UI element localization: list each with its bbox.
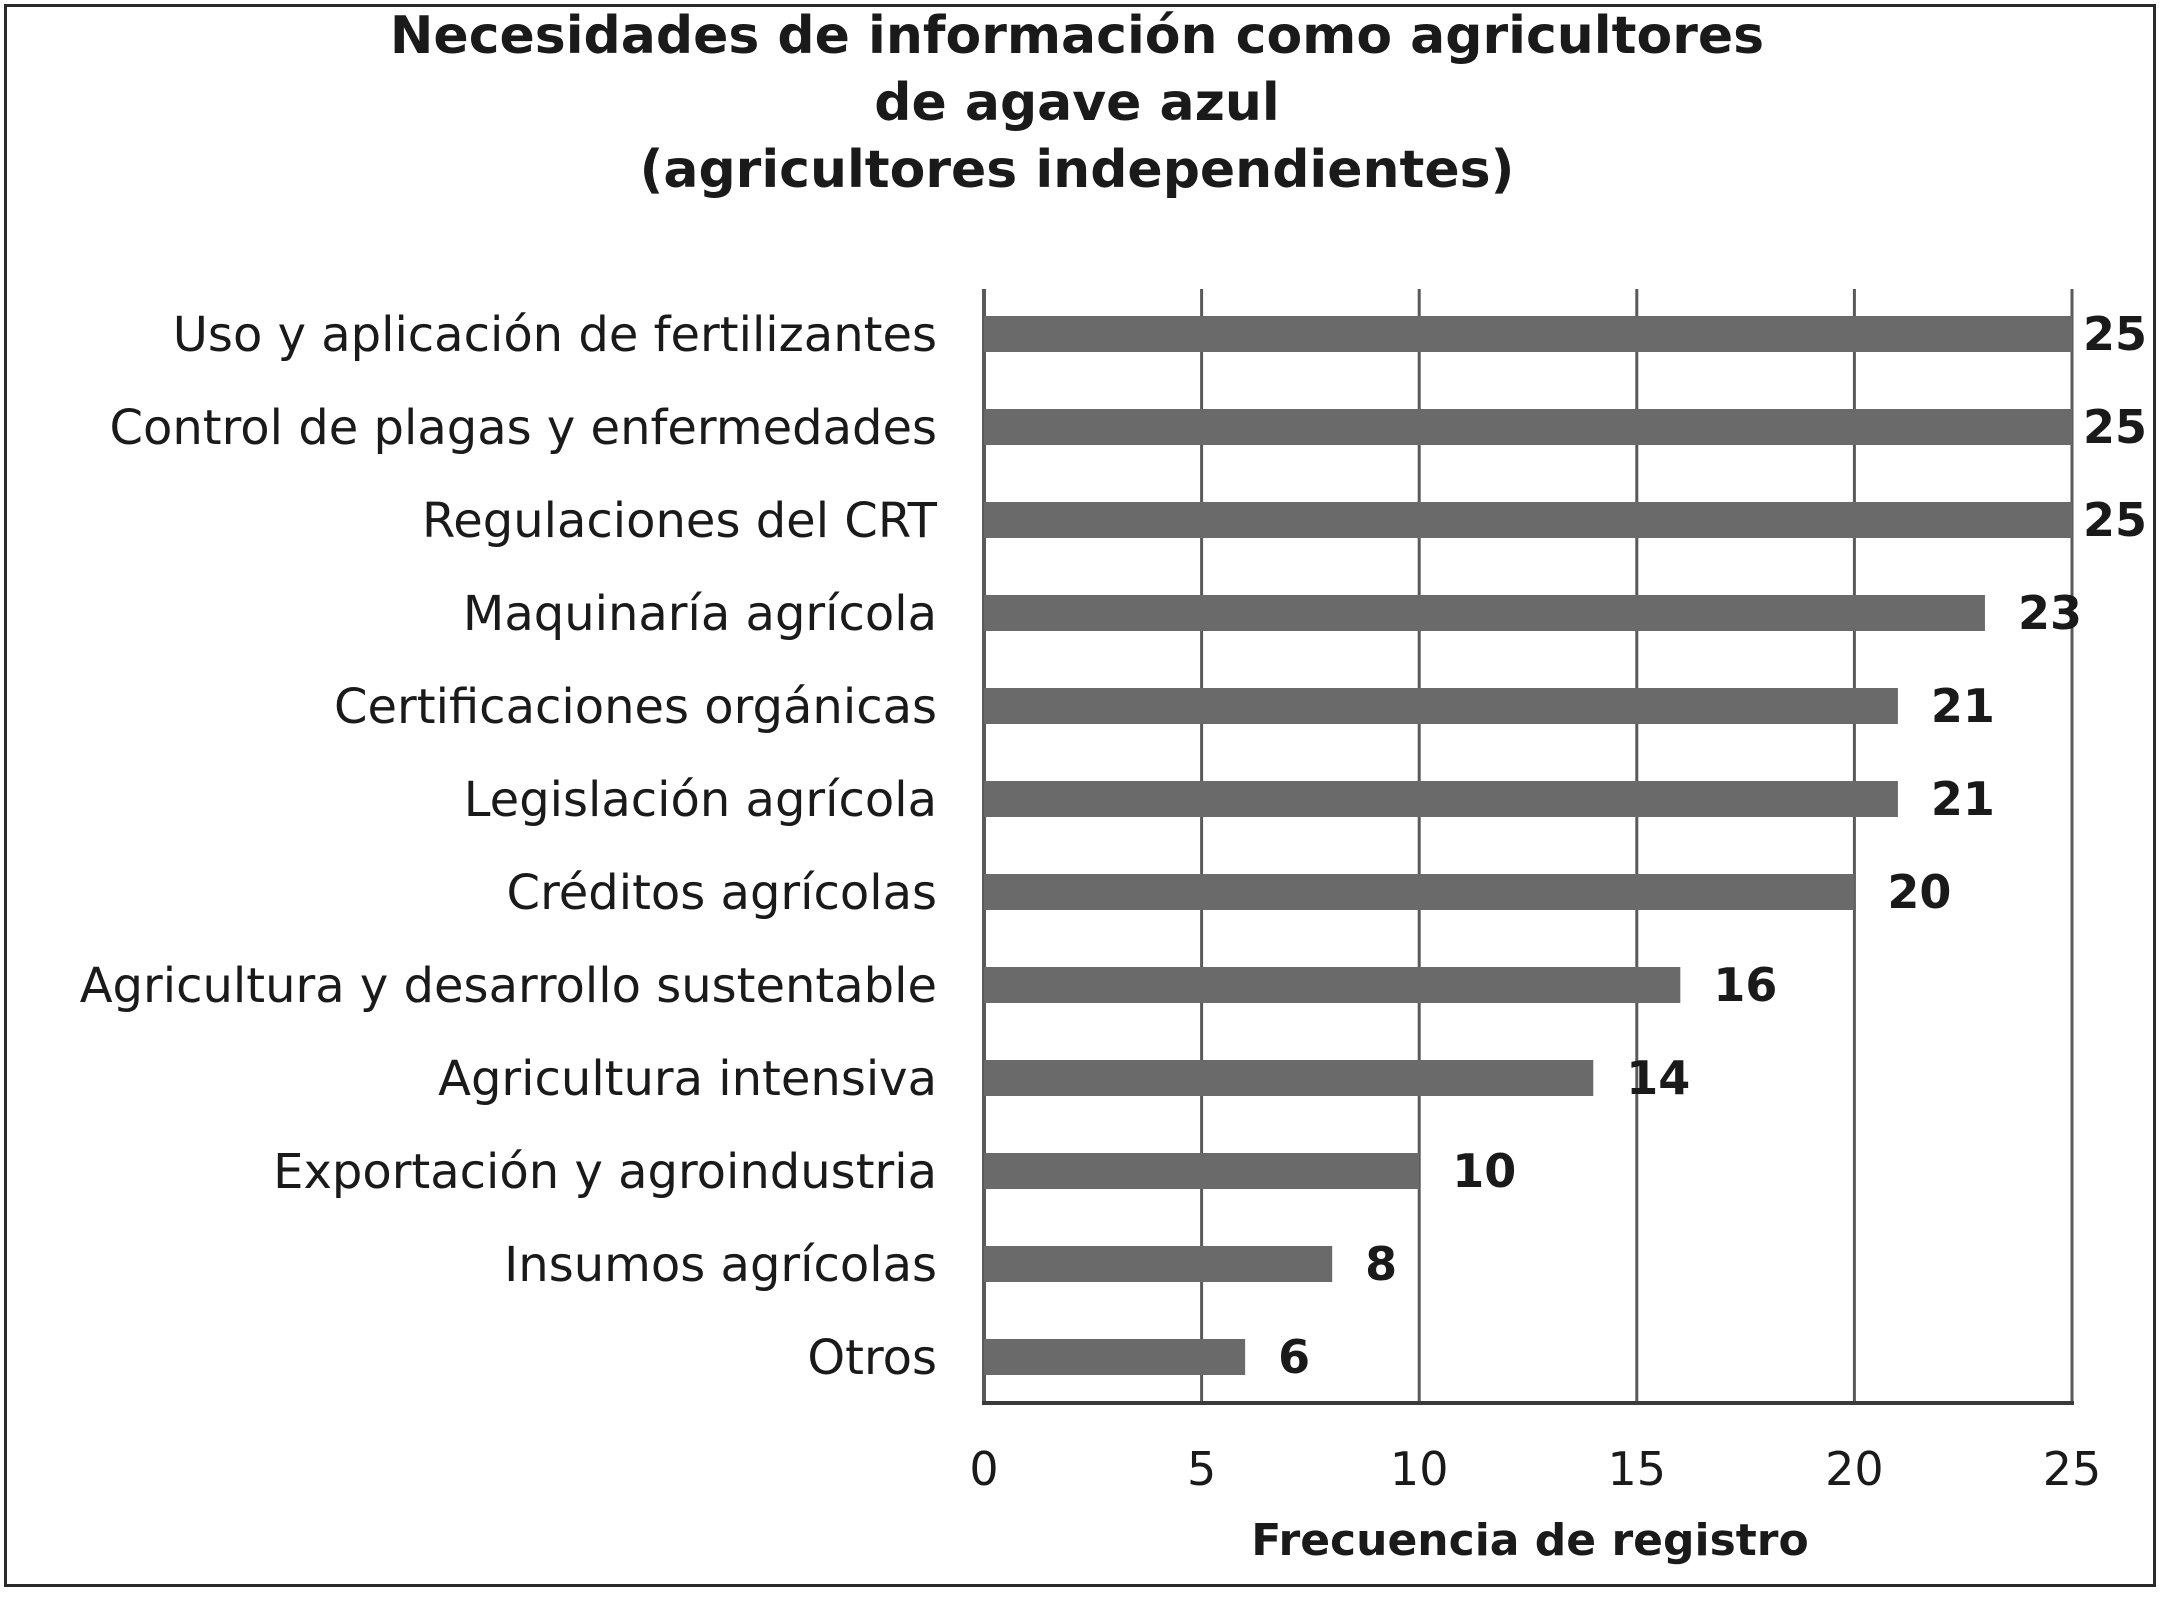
bar-8 [984,967,1681,1003]
category-label-12: Otros [807,1330,937,1386]
bar-6 [984,781,1898,817]
category-label-8: Agricultura y desarrollo sustentable [80,958,937,1014]
category-labels: Uso y aplicación de fertilizantes Control… [80,307,938,1386]
category-label-9: Agricultura intensiva [438,1051,937,1107]
category-label-6: Legislación agrícola [464,772,937,828]
bar-9 [984,1060,1594,1096]
value-label-9: 14 [1626,1051,1690,1105]
chart-title-line-3: (agricultores independientes) [640,140,1515,200]
bar-chart: Necesidades de información como agricult… [80,7,2147,1566]
chart-title: Necesidades de información como agricult… [390,7,1764,200]
value-label-4: 23 [2018,586,2082,640]
value-label-1: 25 [2083,307,2147,361]
x-tick-label-25: 25 [2043,1442,2102,1496]
x-tick-label-15: 15 [1608,1442,1667,1496]
x-axis-title: Frecuencia de registro [1251,1515,1808,1566]
bar-7 [984,874,1855,910]
value-label-12: 6 [1278,1330,1310,1384]
value-label-10: 10 [1452,1144,1516,1198]
category-label-2: Control de plagas y enfermedades [109,400,937,456]
x-tick-label-20: 20 [1825,1442,1884,1496]
chart-frame: Necesidades de información como agricult… [4,4,2156,1587]
x-tick-label-10: 10 [1390,1442,1449,1496]
value-label-6: 21 [1931,772,1995,826]
value-label-2: 25 [2083,400,2147,454]
category-label-11: Insumos agrícolas [504,1237,937,1293]
value-label-5: 21 [1931,679,1995,733]
category-label-3: Regulaciones del CRT [422,493,938,549]
grid-lines [982,289,2074,1405]
category-label-1: Uso y aplicación de fertilizantes [173,307,937,363]
bar-11 [984,1246,1333,1282]
category-label-10: Exportación y agroindustria [273,1144,937,1200]
chart-title-line-2: de agave azul [874,73,1279,133]
value-label-8: 16 [1713,958,1777,1012]
x-tick-label-0: 0 [969,1442,998,1496]
bar-1 [984,316,2072,352]
bar-12 [984,1339,1246,1375]
value-label-3: 25 [2083,493,2147,547]
value-label-7: 20 [1887,865,1951,919]
x-tick-labels: 0 5 10 15 20 25 [969,1442,2101,1496]
bar-4 [984,595,1985,631]
category-label-4: Maquinaría agrícola [463,586,937,642]
bar-10 [984,1153,1420,1189]
category-label-7: Créditos agrícolas [507,865,937,921]
bar-5 [984,688,1898,724]
category-label-5: Certificaciones orgánicas [334,679,937,735]
chart-title-line-1: Necesidades de información como agricult… [390,7,1764,66]
bar-2 [984,409,2072,445]
bars [984,316,2072,1375]
bar-3 [984,502,2072,538]
x-tick-label-5: 5 [1187,1442,1216,1496]
value-label-11: 8 [1365,1237,1397,1291]
